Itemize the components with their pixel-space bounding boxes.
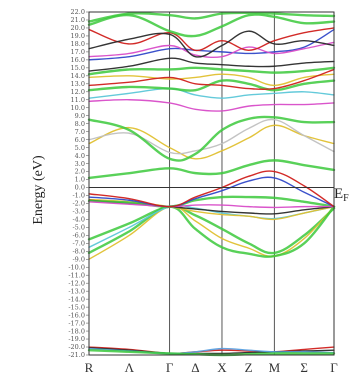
band-lines — [87, 11, 336, 357]
band-line-10 — [87, 195, 336, 208]
k-point-label: M — [269, 360, 281, 375]
y-tick-label: 0.0 — [75, 184, 85, 192]
band-line-24 — [88, 57, 335, 72]
fermi-level-label: EF — [334, 186, 349, 204]
k-point-label: Z — [245, 360, 253, 375]
band-line-19 — [88, 87, 335, 99]
y-tick-label: -16.0 — [68, 311, 85, 319]
y-tick-label: -15.0 — [68, 303, 85, 311]
y-tick-label: -3.0 — [72, 208, 85, 216]
band-line-11 — [88, 201, 335, 209]
fermi-level-letter: E — [334, 186, 343, 202]
band-line-4 — [87, 205, 336, 255]
y-tick-label: 17.0 — [71, 48, 85, 56]
plot-frame — [88, 11, 335, 356]
band-line-29 — [88, 30, 335, 58]
y-tick-label: -12.0 — [68, 279, 85, 287]
y-tick-label: -4.0 — [72, 216, 85, 224]
band-line-5 — [88, 205, 335, 260]
band-line-30 — [87, 11, 336, 23]
band-line-21 — [88, 73, 335, 87]
y-tick-label: -1.0 — [72, 192, 85, 200]
k-point-label: Γ — [166, 360, 174, 375]
y-tick-label: 14.0 — [71, 72, 85, 80]
y-tick-label: -18.0 — [68, 327, 85, 335]
k-point-label: Γ — [330, 360, 338, 375]
band-line-20 — [87, 79, 336, 92]
band-line-23 — [87, 66, 336, 76]
y-tick-label: -19.0 — [68, 335, 85, 343]
y-tick-label: -14.0 — [68, 295, 85, 303]
band-line-25 — [88, 28, 335, 61]
y-tick-label: 4.0 — [75, 152, 85, 160]
band-line-27 — [88, 27, 335, 51]
y-tick-label: 7.0 — [75, 128, 85, 136]
y-tick-label: -21.0 — [68, 351, 85, 359]
y-tick-label: 18.0 — [71, 40, 85, 48]
band-line-15 — [88, 124, 335, 160]
k-point-label: X — [217, 360, 227, 375]
y-tick-label: -9.0 — [72, 255, 85, 263]
y-tick-label: -11.0 — [68, 271, 85, 279]
y-tick-label: 12.0 — [71, 88, 85, 96]
y-tick-label: 15.0 — [71, 64, 85, 72]
y-tick-label: 13.0 — [71, 80, 85, 88]
y-tick-label: 2.0 — [75, 168, 85, 176]
y-tick-label: -8.0 — [72, 248, 85, 256]
y-tick-label: 10.0 — [71, 104, 85, 112]
y-tick-label: 1.0 — [75, 176, 85, 184]
k-point-label: Λ — [125, 360, 135, 375]
fermi-level-subscript: F — [343, 193, 349, 204]
y-tick-label: 9.0 — [75, 112, 85, 120]
y-tick-label: -20.0 — [68, 343, 85, 351]
y-tick-label: 19.0 — [71, 32, 85, 40]
y-tick-label: 11.0 — [71, 96, 85, 104]
y-tick-label: 22.0 — [71, 8, 85, 16]
y-axis-label: Energy (eV) — [31, 155, 46, 225]
y-tick-label: -7.0 — [72, 240, 85, 248]
y-tick-label: 3.0 — [75, 160, 85, 168]
y-tick-label: -2.0 — [72, 200, 85, 208]
band-line-18 — [88, 99, 335, 112]
k-point-label: R — [85, 360, 94, 375]
y-tick-label: 21.0 — [71, 16, 85, 24]
y-tick-label: 20.0 — [71, 24, 85, 32]
y-tick-label: 6.0 — [75, 136, 85, 144]
axes-layer — [86, 11, 335, 356]
band-line-17 — [87, 115, 336, 162]
y-tick-label: -10.0 — [68, 263, 85, 271]
y-tick-label: 5.0 — [75, 144, 85, 152]
y-tick-label: 16.0 — [71, 56, 85, 64]
band-line-14 — [87, 159, 336, 180]
band-line-22 — [88, 68, 335, 91]
k-point-label: Δ — [191, 360, 199, 375]
y-tick-labels: 22.021.020.019.018.017.016.015.014.013.0… — [68, 8, 85, 359]
band-line-6 — [87, 205, 336, 258]
band-line-26 — [88, 41, 335, 59]
y-tick-label: -13.0 — [68, 287, 85, 295]
y-tick-label: -17.0 — [68, 319, 85, 327]
y-tick-label: 8.0 — [75, 120, 85, 128]
k-point-label: Σ — [300, 360, 308, 375]
band-line-28 — [87, 13, 336, 38]
y-tick-label: -5.0 — [72, 224, 85, 232]
y-tick-label: -6.0 — [72, 232, 85, 240]
